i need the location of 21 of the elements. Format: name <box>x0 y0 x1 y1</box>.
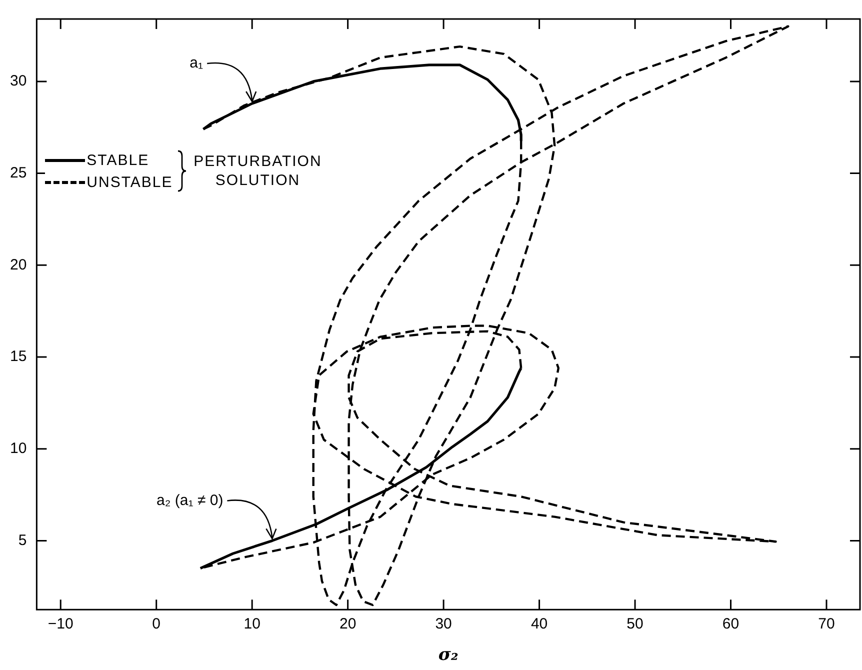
x-tick-label: 10 <box>244 616 260 633</box>
y-tick-label: 30 <box>10 72 27 90</box>
x-tick-label: 50 <box>626 616 644 633</box>
x-tick-label: 0 <box>152 616 161 633</box>
x-tick-label: 20 <box>339 616 356 633</box>
x-tick-label: 40 <box>530 616 548 633</box>
y-tick-label: 20 <box>10 256 27 274</box>
legend-title: PERTURBATION SOLUTION <box>192 152 323 190</box>
y-tick-label: 25 <box>10 164 27 182</box>
x-axis-title: σ₂ <box>438 645 458 666</box>
x-tick-label: 60 <box>722 616 740 633</box>
legend-label: STABLE <box>86 152 150 168</box>
x-tick-label: 30 <box>435 616 452 633</box>
y-tick-label: 10 <box>10 440 27 457</box>
y-tick-label: 15 <box>10 348 27 366</box>
y-tick-label: 5 <box>18 532 27 549</box>
x-tick-label: −10 <box>48 616 74 633</box>
x-tick-label: 70 <box>818 616 835 633</box>
legend-label: UNSTABLE <box>86 174 173 190</box>
annotation: a₂ (a₁ ≠ 0) <box>156 492 224 509</box>
annotation: a₁ <box>190 54 204 72</box>
